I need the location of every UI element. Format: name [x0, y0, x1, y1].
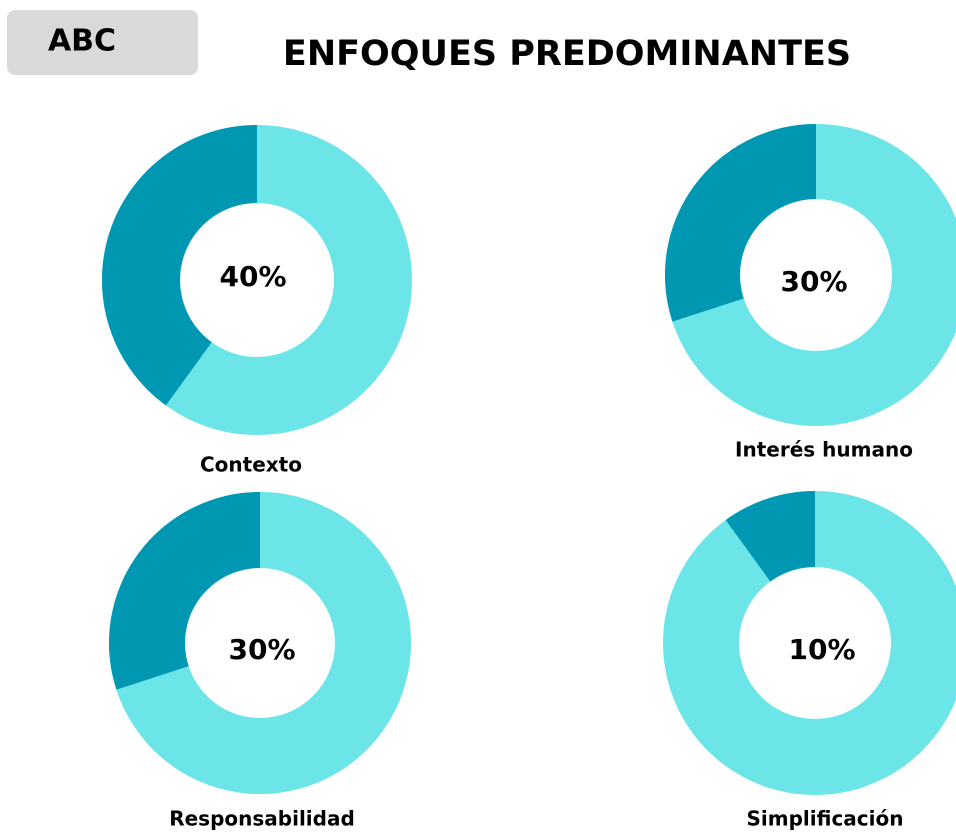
- donut-track: [663, 491, 956, 795]
- donut-segment: [725, 491, 815, 582]
- chart-title: Interés humano: [735, 438, 913, 462]
- chart-title: Simplificación: [747, 807, 904, 831]
- donut-segment: [108, 492, 260, 690]
- page-title: ENFOQUES PREDOMINANTES: [283, 34, 851, 74]
- value-label: 30%: [228, 633, 295, 666]
- value-label: 10%: [788, 633, 855, 666]
- badge-box: [7, 10, 198, 75]
- donut-segment: [664, 124, 816, 322]
- chart-title: Contexto: [200, 453, 302, 477]
- donut-segment: [101, 125, 258, 406]
- chart-title: Responsabilidad: [169, 807, 355, 831]
- badge: ABC: [48, 24, 116, 59]
- value-label: 30%: [780, 265, 847, 298]
- value-label: 40%: [219, 260, 286, 293]
